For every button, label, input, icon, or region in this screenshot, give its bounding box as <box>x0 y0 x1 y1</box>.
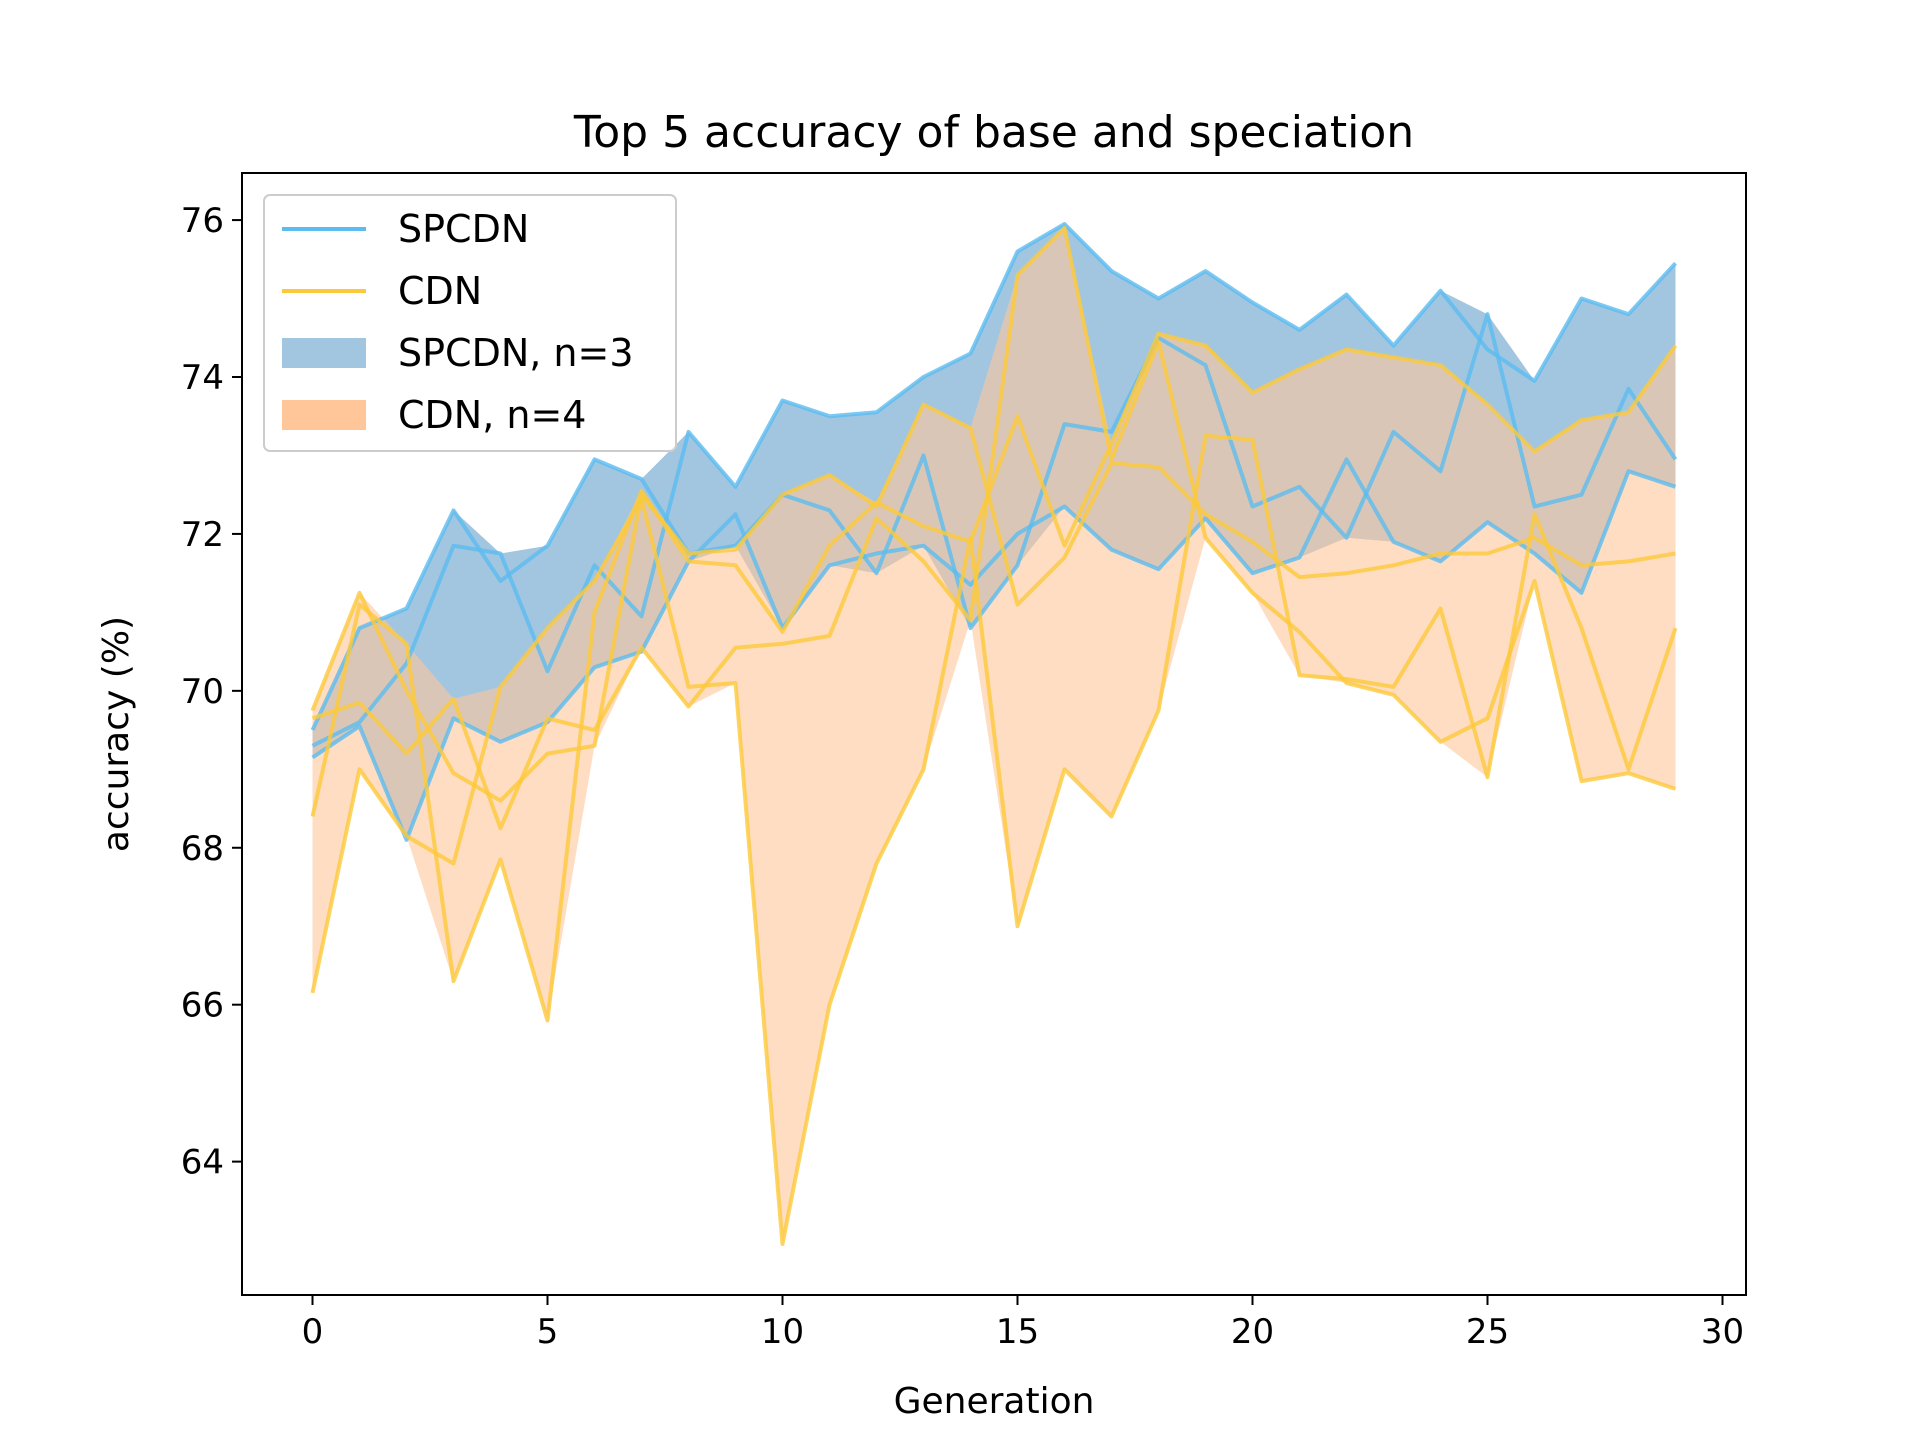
y-tick-label: 64 <box>181 1143 224 1183</box>
x-tick-label: 25 <box>1466 1312 1509 1352</box>
axes-frame <box>241 172 1747 1296</box>
legend-box <box>263 194 677 452</box>
legend-swatch-band <box>282 400 366 430</box>
series-line-spcdn-1 <box>311 222 1677 748</box>
series-line-cdn-6 <box>311 225 1677 831</box>
legend-label: SPCDN <box>398 207 529 251</box>
y-tick-label: 76 <box>181 201 224 241</box>
legend-label: CDN <box>398 269 482 313</box>
x-tick-label: 5 <box>537 1312 559 1352</box>
y-tick-label: 66 <box>181 986 224 1026</box>
series-line-cdn-4 <box>310 331 1678 1023</box>
series-line-cdn-3 <box>310 402 1676 803</box>
x-tick-label: 30 <box>1701 1312 1744 1352</box>
x-tick-label: 20 <box>1231 1312 1274 1352</box>
axis-ticks: 0 5 10 15 20 25 30 64 66 68 70 72 74 76 <box>181 201 1744 1352</box>
x-tick-label: 10 <box>761 1312 804 1352</box>
chart-title: Top 5 accuracy of base and speciation <box>573 107 1414 158</box>
x-tick-label: 15 <box>996 1312 1039 1352</box>
y-tick-label: 70 <box>181 672 224 712</box>
series-line-spcdn-0 <box>310 312 1678 731</box>
y-axis-label: accuracy (%) <box>96 616 137 852</box>
x-tick-label: 0 <box>302 1312 324 1352</box>
y-tick-label: 68 <box>181 829 224 869</box>
x-axis-label: Generation <box>894 1381 1095 1422</box>
legend: SPCDN CDN SPCDN, n=3 CDN, n=4 <box>263 194 677 452</box>
legend-swatch-band <box>282 338 366 368</box>
plot-area <box>310 222 1678 1246</box>
y-tick-label: 72 <box>181 515 224 555</box>
y-tick-label: 74 <box>181 358 224 398</box>
legend-label: CDN, n=4 <box>398 393 586 437</box>
legend-label: SPCDN, n=3 <box>398 331 634 375</box>
series-line-cdn-5 <box>310 433 1678 1246</box>
